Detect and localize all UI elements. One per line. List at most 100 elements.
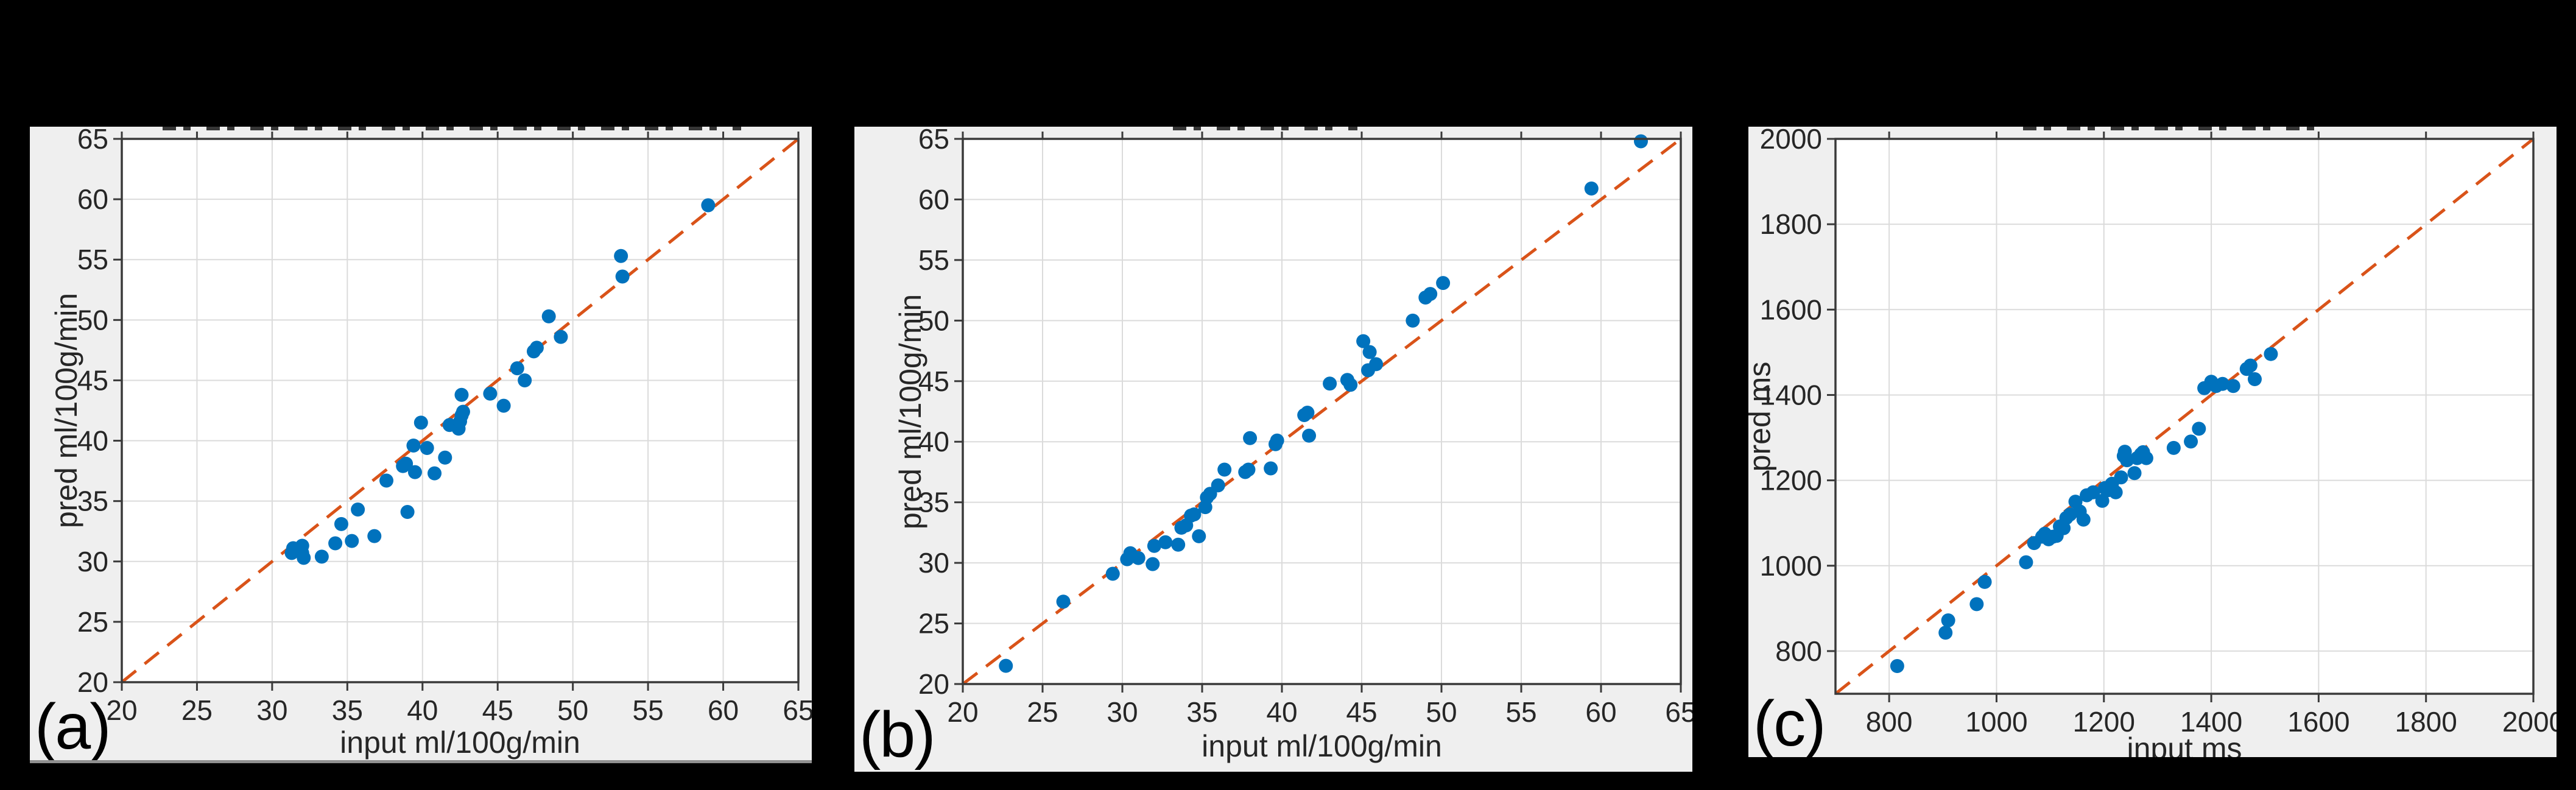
clipped-title-a — [163, 127, 742, 130]
x-tick-label: 25 — [181, 694, 213, 726]
data-point — [554, 330, 568, 344]
y-axis-label-c: pred ms — [1748, 361, 1776, 471]
x-axis-label-a: input ml/100g/min — [340, 725, 580, 760]
panel-letter-b: (b) — [859, 699, 936, 771]
data-point — [701, 198, 716, 213]
data-point — [454, 387, 469, 402]
data-point — [1158, 535, 1173, 549]
y-tick-label: 20 — [77, 666, 108, 698]
data-point — [345, 534, 359, 548]
y-tick-label: 30 — [77, 546, 108, 577]
x-tick-label: 1200 — [2073, 706, 2135, 738]
y-tick-label: 45 — [77, 364, 108, 396]
x-tick-label: 25 — [1027, 696, 1058, 728]
x-axis-label-c: input ms — [2127, 732, 2242, 757]
data-point — [379, 473, 394, 488]
data-point — [420, 440, 434, 455]
data-point — [2192, 421, 2206, 436]
axes-box — [121, 138, 800, 683]
y-tick-label: 25 — [77, 606, 108, 638]
data-point — [1171, 537, 1186, 552]
y-tick-label: 65 — [918, 127, 949, 155]
data-point — [2127, 466, 2142, 481]
x-tick-label: 1400 — [2180, 706, 2242, 738]
data-point — [2166, 440, 2181, 455]
x-tick-label: 20 — [106, 694, 137, 726]
data-point — [1145, 557, 1160, 571]
data-point — [406, 438, 421, 453]
x-tick-label: 65 — [783, 694, 812, 726]
x-tick-label: 65 — [1665, 696, 1692, 728]
data-point — [1192, 529, 1206, 543]
y-tick-label: 55 — [918, 244, 949, 276]
data-point — [1300, 405, 1315, 420]
y-tick-label: 1400 — [1760, 379, 1822, 411]
y-tick-label: 35 — [77, 485, 108, 517]
data-point — [2108, 485, 2123, 499]
x-tick-label: 40 — [407, 694, 438, 726]
data-point — [400, 505, 415, 520]
y-tick-label: 1800 — [1760, 208, 1822, 240]
data-point — [314, 549, 329, 564]
data-point — [2095, 493, 2110, 508]
y-tick-label: 50 — [77, 304, 108, 336]
data-point — [1243, 431, 1258, 445]
data-point — [1977, 574, 1992, 589]
y-tick-label: 65 — [77, 127, 108, 155]
data-point — [2114, 470, 2128, 485]
data-point — [2247, 372, 2262, 387]
data-point — [297, 551, 311, 565]
scatter-plot-b: 20 25 30 35 40 45 50 55 60 65 20 25 30 35 40 45 50 55 60 65 — [918, 127, 1692, 728]
clipped-title-c — [2023, 127, 2331, 130]
data-point — [483, 386, 498, 401]
data-point — [367, 529, 382, 543]
x-tick-label: 45 — [1346, 696, 1377, 728]
data-point — [1890, 658, 1904, 673]
data-point — [2139, 451, 2153, 465]
x-tick-label: 60 — [708, 694, 739, 726]
y-tick-label: 35 — [918, 487, 949, 518]
data-point — [428, 466, 442, 481]
data-point — [2086, 485, 2100, 499]
panel-c: 800 1000 1200 1400 1600 1800 2000 800 1000 1200 14… — [1748, 127, 2557, 757]
data-point — [999, 658, 1013, 673]
y-tick-label: 55 — [77, 244, 108, 275]
x-tick-label: 40 — [1266, 696, 1297, 728]
data-point — [1270, 433, 1284, 448]
y-tick-label: 1200 — [1760, 465, 1822, 496]
data-point — [1241, 462, 1256, 477]
panel-b: 20 25 30 35 40 45 50 55 60 65 20 25 30 35 40 45 50 55 60 65… — [854, 127, 1692, 772]
x-tick-label: 50 — [557, 694, 588, 726]
data-point — [1323, 376, 1337, 391]
data-point — [438, 450, 452, 465]
x-tick-label: 30 — [1107, 696, 1138, 728]
data-point — [2076, 512, 2091, 527]
data-point — [615, 269, 630, 284]
data-point — [456, 404, 470, 419]
data-point — [529, 340, 544, 355]
data-point — [510, 361, 524, 376]
data-point — [1406, 313, 1420, 328]
x-tick-label: 800 — [1866, 706, 1913, 738]
data-point — [1105, 566, 1120, 581]
data-point — [518, 373, 532, 387]
data-point — [2215, 376, 2230, 391]
x-tick-label: 60 — [1585, 696, 1616, 728]
data-point — [413, 415, 428, 430]
data-point — [1056, 594, 1071, 609]
x-tick-label: 35 — [332, 694, 363, 726]
data-point — [614, 249, 628, 263]
y-tick-label: 30 — [918, 547, 949, 579]
scatter-plot-c: 800 1000 1200 1400 1600 1800 2000 800 1000 1200 14… — [1760, 127, 2557, 738]
x-tick-label: 30 — [256, 694, 287, 726]
x-tick-label: 50 — [1426, 696, 1457, 728]
y-tick-label: 25 — [918, 608, 949, 640]
x-tick-label: 1800 — [2395, 706, 2457, 738]
y-tick-label: 40 — [77, 425, 108, 457]
y-tick-label: 45 — [918, 365, 949, 397]
data-point — [399, 456, 413, 471]
y-tick-label: 60 — [77, 183, 108, 215]
data-point — [541, 309, 556, 323]
y-tick-label: 20 — [918, 668, 949, 700]
